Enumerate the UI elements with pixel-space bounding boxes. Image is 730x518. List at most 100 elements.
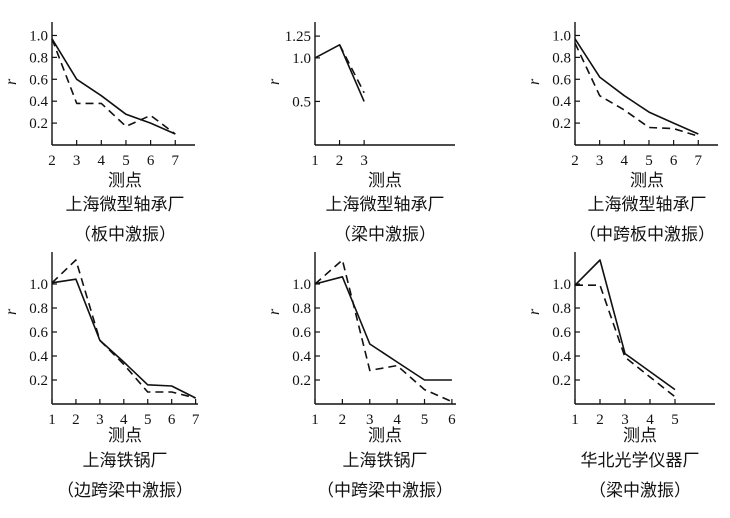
chart2-solid-series-line <box>314 43 365 102</box>
chart2-x-axis-label: 测点 <box>368 171 402 191</box>
chart6-x-tick-label: 1 <box>571 412 579 428</box>
chart5-x-tick-label: 6 <box>448 412 456 428</box>
chart3-x-tick-label: 7 <box>695 153 703 169</box>
chart5-y-tick-label: 0.8 <box>292 301 311 317</box>
chart5-dashed-series-line <box>314 259 453 403</box>
chart2-y-tick-label: 1.25 <box>285 29 311 45</box>
chart5-caption-line2: （中跨梁中激振） <box>317 481 453 501</box>
chart1-x-axis-label: 测点 <box>108 171 142 191</box>
chart1-x-tick-label: 3 <box>73 153 81 169</box>
chart1-dashed-series-line <box>51 38 176 135</box>
chart6-y-tick-label: 0.4 <box>552 349 571 365</box>
chart3-caption-line2: （中跨板中激振） <box>579 225 715 245</box>
chart4-x-tick-label: 4 <box>120 412 128 428</box>
chart4-y-tick-label: 0.8 <box>29 301 48 317</box>
chart5-x-tick-label: 5 <box>421 412 429 428</box>
chart1-y-tick-label: 0.2 <box>29 116 48 132</box>
chart3-x-tick-label: 4 <box>621 153 629 169</box>
chart2-x-tick-label: 3 <box>360 153 368 169</box>
chart3-x-tick-label: 5 <box>645 153 653 169</box>
chart6-y-axis-label: r <box>526 308 543 315</box>
chart5-solid-series-line <box>314 275 452 381</box>
chart1-y-tick-label: 1.0 <box>29 28 48 44</box>
chart3-y-tick-label: 0.6 <box>552 72 571 88</box>
chart5-y-tick-label: 1.0 <box>292 277 311 293</box>
chart2-caption-line1: 上海微型轴承厂 <box>326 195 445 215</box>
chart6-x-tick-label: 2 <box>596 412 604 428</box>
chart4-x-tick-label: 7 <box>192 412 200 428</box>
chart1-x-tick-label: 4 <box>98 153 106 169</box>
chart4-solid-series-line <box>51 278 196 399</box>
chart1-caption-line2: （板中激振） <box>74 225 176 245</box>
chart2-x-tick-label: 2 <box>336 153 344 169</box>
chart4-caption-line1: 上海铁锅厂 <box>83 451 168 471</box>
chart3-y-axis-label: r <box>526 78 543 85</box>
chart3-dashed-series-line <box>574 42 699 137</box>
chart3-y-tick-label: 1.0 <box>552 28 571 44</box>
chart3-y-tick-label: 0.2 <box>552 116 571 132</box>
chart1-solid-series-line <box>51 38 176 135</box>
chart1-y-tick-label: 0.8 <box>29 50 48 66</box>
chart1-x-tick-label: 5 <box>122 153 130 169</box>
chart5-x-tick-label: 1 <box>311 412 319 428</box>
chart5-x-tick-label: 3 <box>366 412 374 428</box>
chart4-y-tick-label: 0.6 <box>29 325 48 341</box>
chart4-dashed-series-line <box>51 259 196 399</box>
chart6-y-tick-label: 0.8 <box>552 301 571 317</box>
chart2-y-axis-label: r <box>266 78 283 85</box>
chart4-x-tick-label: 2 <box>72 412 80 428</box>
chart5-x-axis-label: 测点 <box>368 426 402 446</box>
chart3-caption-line1: 上海微型轴承厂 <box>588 195 707 215</box>
chart5-y-tick-label: 0.2 <box>292 373 311 389</box>
chart4-x-tick-label: 6 <box>168 412 176 428</box>
chart2-dashed-series-line <box>338 44 365 94</box>
chart1-x-tick-label: 7 <box>172 153 180 169</box>
chart1-caption-line1: 上海微型轴承厂 <box>66 195 185 215</box>
chart3-x-tick-label: 2 <box>571 153 579 169</box>
chart4-y-tick-label: 0.2 <box>29 373 48 389</box>
chart4-y-tick-label: 0.4 <box>29 349 48 365</box>
chart6-caption-line2: （梁中激振） <box>589 481 691 501</box>
chart6-x-tick-label: 5 <box>671 412 679 428</box>
chart6-y-tick-label: 0.2 <box>552 373 571 389</box>
chart4-x-tick-label: 3 <box>96 412 104 428</box>
chart3-x-tick-label: 3 <box>596 153 604 169</box>
chart3-y-tick-label: 0.8 <box>552 50 571 66</box>
chart5-x-tick-label: 4 <box>393 412 401 428</box>
chart4-caption-line2: （边跨梁中激振） <box>57 481 193 501</box>
chart1-y-tick-label: 0.6 <box>29 72 48 88</box>
chart5-y-axis-label: r <box>266 308 283 315</box>
chart3-y-tick-label: 0.4 <box>552 94 571 110</box>
chart3-x-tick-label: 6 <box>670 153 678 169</box>
chart6-x-tick-label: 3 <box>621 412 629 428</box>
chart5-caption-line1: 上海铁锅厂 <box>343 451 428 471</box>
chart6-x-axis-label: 测点 <box>623 426 657 446</box>
chart5-y-tick-label: 0.6 <box>292 325 311 341</box>
chart4-x-axis-label: 测点 <box>108 426 142 446</box>
chart2-x-tick-label: 1 <box>311 153 319 169</box>
chart1-x-tick-label: 6 <box>147 153 155 169</box>
chart5-x-tick-label: 2 <box>339 412 347 428</box>
chart6-caption-line1: 华北光学仪器厂 <box>581 451 700 471</box>
chart2-caption-line2: （梁中激振） <box>334 225 436 245</box>
chart4-y-tick-label: 1.0 <box>29 277 48 293</box>
chart4-x-tick-label: 5 <box>144 412 152 428</box>
chart6-y-tick-label: 0.6 <box>552 325 571 341</box>
chart4-x-tick-label: 1 <box>48 412 56 428</box>
chart3-x-axis-label: 测点 <box>630 171 664 191</box>
chart1-y-tick-label: 0.4 <box>29 94 48 110</box>
chart6-dashed-series-line <box>575 284 676 398</box>
chart4-y-axis-label: r <box>3 308 20 315</box>
chart2-y-tick-label: 1.0 <box>292 51 311 67</box>
chart6-solid-series-line <box>574 259 676 391</box>
chart6-x-tick-label: 4 <box>646 412 654 428</box>
chart1-y-axis-label: r <box>3 78 20 85</box>
chart2-y-tick-label: 0.5 <box>292 94 311 110</box>
chart3-solid-series-line <box>574 38 699 135</box>
